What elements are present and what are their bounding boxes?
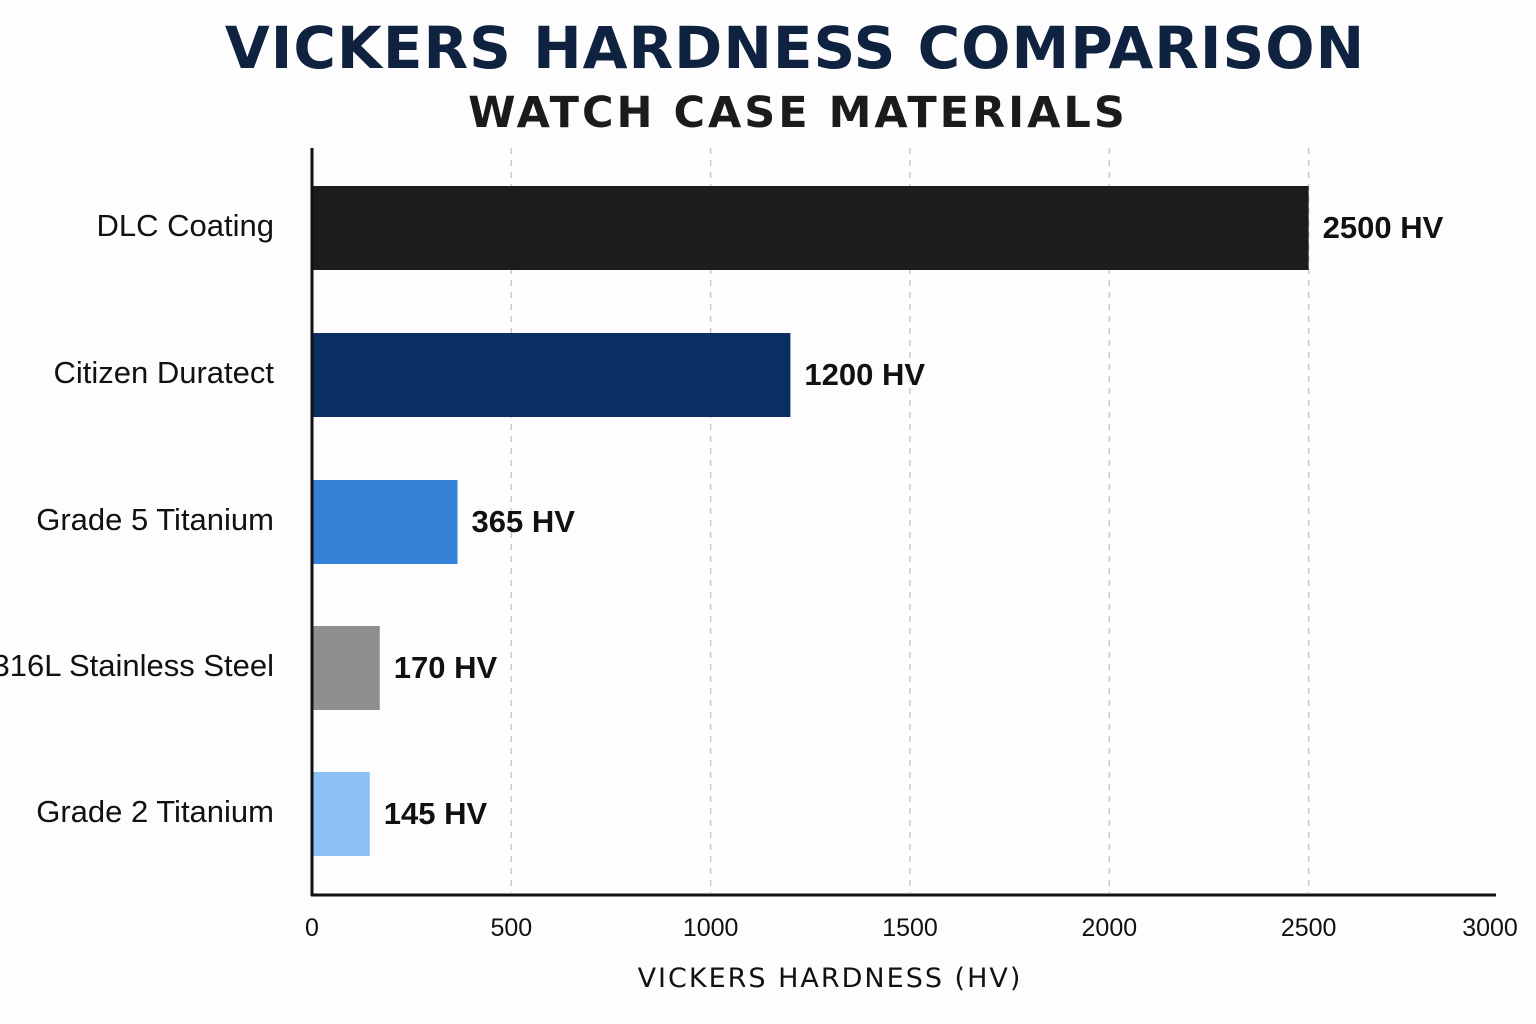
x-tick-label: 500 <box>490 914 532 942</box>
value-label: 145 HV <box>384 796 488 831</box>
bar <box>312 626 380 710</box>
bar <box>312 186 1309 270</box>
gridlines <box>510 148 1310 893</box>
category-label: Grade 5 Titanium <box>36 502 274 537</box>
chart-subtitle: WATCH CASE MATERIALS <box>468 88 1128 138</box>
bar <box>312 480 458 564</box>
bars <box>312 186 1309 856</box>
category-labels: DLC Coating Citizen Duratect Grade 5 Titan… <box>0 208 274 829</box>
x-tick-label: 1000 <box>683 914 739 942</box>
category-label: 316L Stainless Steel <box>0 648 274 683</box>
category-label: DLC Coating <box>97 208 274 243</box>
bar <box>312 772 370 856</box>
x-tick-label: 3000 <box>1462 914 1518 942</box>
x-axis-label: VICKERS HARDNESS (HV) <box>638 963 1023 994</box>
x-tick-label: 2000 <box>1082 914 1138 942</box>
x-tick-labels: 0 500 1000 1500 2000 2500 3000 <box>305 914 1518 942</box>
value-label: 170 HV <box>394 650 498 685</box>
value-labels: 2500 HV 1200 HV 365 HV 170 HV 145 HV <box>384 210 1444 831</box>
chart-title: VICKERS HARDNESS COMPARISON <box>224 14 1366 82</box>
axes <box>310 148 1496 897</box>
x-tick-label: 2500 <box>1281 914 1337 942</box>
x-tick-label: 0 <box>305 914 319 942</box>
value-label: 2500 HV <box>1323 210 1444 245</box>
value-label: 1200 HV <box>804 357 925 392</box>
bar <box>312 333 791 417</box>
x-tick-label: 1500 <box>882 914 938 942</box>
category-label: Citizen Duratect <box>53 355 274 390</box>
category-label: Grade 2 Titanium <box>36 794 274 829</box>
value-label: 365 HV <box>472 504 576 539</box>
